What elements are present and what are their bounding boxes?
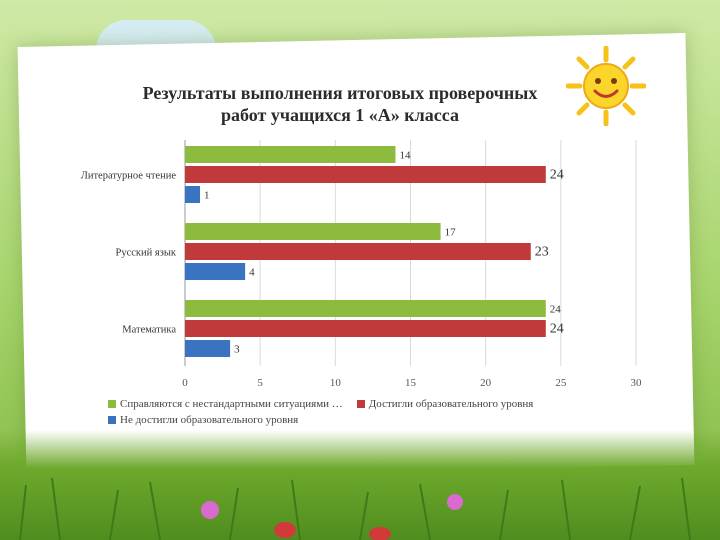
x-tick-label: 10 bbox=[330, 377, 342, 389]
x-tick-label: 25 bbox=[555, 377, 567, 389]
data-label: 23 bbox=[535, 245, 549, 260]
data-label: 3 bbox=[234, 344, 240, 356]
x-tick-label: 5 bbox=[257, 377, 263, 389]
category-label: Русский язык bbox=[115, 248, 176, 259]
x-tick-label: 30 bbox=[631, 377, 643, 389]
legend-label-2: Не достигли образовательного уровня bbox=[120, 414, 299, 426]
bar bbox=[185, 146, 396, 163]
data-label: 24 bbox=[550, 304, 562, 316]
sun-icon bbox=[566, 46, 646, 126]
chart-title-line-1: Результаты выполнения итоговых проверочн… bbox=[142, 83, 538, 103]
bar bbox=[185, 340, 231, 357]
bar bbox=[185, 186, 201, 203]
x-tick-label: 0 bbox=[182, 377, 188, 389]
grass-strip bbox=[0, 430, 720, 540]
grass-blades bbox=[19, 477, 691, 540]
legend-swatch-0 bbox=[108, 400, 116, 408]
category-label: Математика bbox=[122, 325, 176, 336]
bar bbox=[185, 243, 531, 260]
legend-swatch-2 bbox=[108, 416, 116, 424]
x-tick-label: 20 bbox=[480, 377, 492, 389]
legend-item-0: Справляются с нестандартными ситуациями … bbox=[108, 398, 343, 410]
data-label: 14 bbox=[399, 150, 411, 162]
data-label: 24 bbox=[550, 168, 564, 183]
chart-legend: Справляются с нестандартными ситуациями … bbox=[108, 398, 628, 430]
category-label: Литературное чтение bbox=[81, 171, 177, 182]
legend-label-1: Достигли образовательного уровня bbox=[368, 398, 534, 410]
chart-title: Результаты выполнения итоговых проверочн… bbox=[60, 82, 620, 126]
legend-item-1: Достигли образовательного уровня bbox=[356, 398, 534, 410]
bar bbox=[185, 166, 546, 183]
data-label: 17 bbox=[445, 227, 457, 239]
bar bbox=[185, 300, 546, 317]
data-label: 24 bbox=[550, 322, 564, 337]
bar bbox=[185, 223, 441, 240]
data-label: 4 bbox=[249, 267, 255, 279]
legend-label-0: Справляются с нестандартными ситуациями … bbox=[120, 398, 343, 410]
x-tick-label: 15 bbox=[405, 377, 417, 389]
chart-title-line-2: работ учащихся 1 «А» класса bbox=[221, 105, 459, 125]
legend-swatch-1 bbox=[356, 400, 365, 408]
bar bbox=[185, 263, 246, 280]
data-label: 1 bbox=[204, 190, 210, 202]
bar bbox=[185, 320, 546, 337]
legend-item-2: Не достигли образовательного уровня bbox=[108, 414, 298, 426]
